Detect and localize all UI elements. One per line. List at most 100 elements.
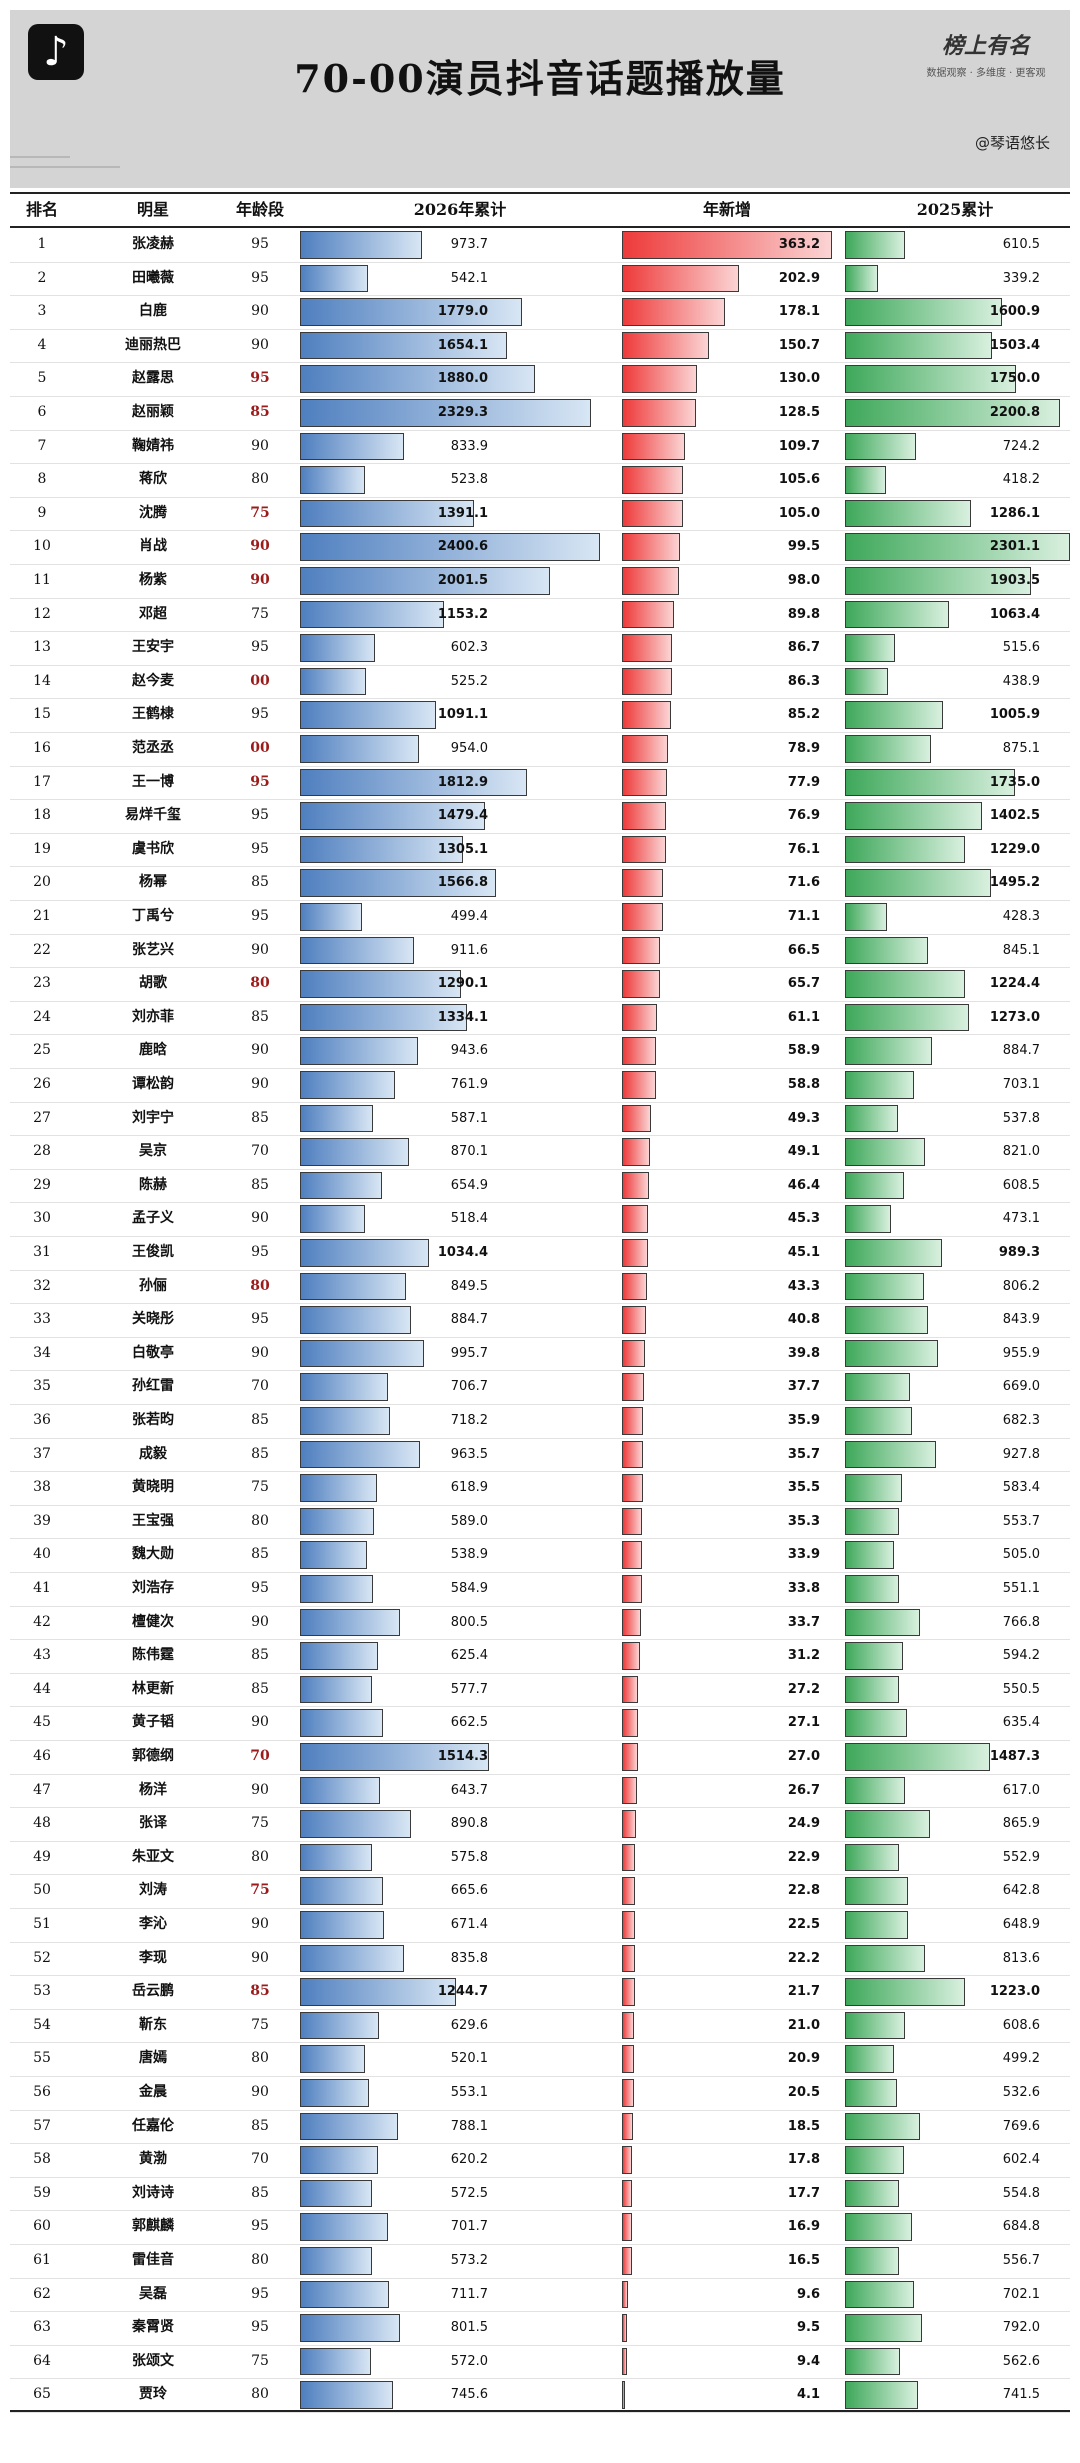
value-2025-total: 608.6 [1002, 2017, 1040, 2033]
value-2026-total: 602.3 [450, 640, 488, 656]
table-row: 21 丁禹兮 95 499.4 71.1 428.3 [10, 900, 1070, 935]
age-group-cell: 70 [250, 1748, 270, 1764]
bar-2026-total [300, 2179, 372, 2208]
table-row: 8 蒋欣 80 523.8 105.6 418.2 [10, 463, 1070, 498]
value-annual-new: 71.6 [787, 875, 820, 891]
star-name-cell: 黄晓明 [132, 1479, 174, 1496]
table-row: 34 白敬亭 90 995.7 39.8 955.9 [10, 1337, 1070, 1372]
value-annual-new: 24.9 [787, 1816, 820, 1832]
star-name-cell: 王俊凯 [132, 1244, 174, 1260]
value-2026-total: 572.5 [450, 2185, 488, 2201]
value-annual-new: 109.7 [778, 438, 820, 454]
bar-2025-total [845, 1810, 930, 1838]
value-2026-total: 499.4 [450, 909, 488, 924]
table-row: 51 李沁 90 671.4 22.5 648.9 [10, 1908, 1070, 1943]
rank-cell: 8 [37, 471, 47, 488]
bar-2025-total [845, 1978, 965, 2006]
star-name-cell: 刘浩存 [132, 1580, 174, 1596]
value-2025-total: 635.4 [1002, 1715, 1040, 1731]
value-annual-new: 20.9 [787, 2051, 820, 2067]
bar-2026-total [300, 1675, 373, 1704]
table-row: 6 赵丽颖 85 2329.3 128.5 2200.8 [10, 396, 1070, 431]
bar-2025-total [845, 768, 1015, 797]
age-group-cell: 75 [250, 1882, 270, 1899]
value-annual-new: 66.5 [787, 942, 820, 958]
bar-2026-total [300, 970, 462, 998]
value-2025-total: 821.0 [1002, 1144, 1040, 1160]
rank-cell: 45 [33, 1714, 51, 1731]
value-2026-total: 625.4 [450, 1648, 488, 1664]
bar-annual-new [622, 1642, 641, 1670]
star-name-cell: 陈伟霆 [132, 1647, 174, 1664]
value-annual-new: 22.2 [787, 1950, 820, 1966]
rank-cell: 52 [33, 1949, 51, 1966]
value-2026-total: 1244.7 [437, 1984, 488, 2000]
bar-annual-new [622, 1877, 636, 1905]
bar-2025-total [845, 1843, 900, 1872]
star-name-cell: 刘亦菲 [132, 1008, 174, 1025]
bar-2025-total [845, 298, 1002, 326]
brand-logo: 榜上有名 数据观察 · 多维度 · 更客观 [916, 28, 1056, 79]
bar-2026-total [300, 1608, 401, 1637]
value-2026-total: 572.0 [450, 2353, 488, 2369]
star-name-cell: 刘诗诗 [132, 2184, 174, 2201]
table-row: 32 孙俪 80 849.5 43.3 806.2 [10, 1270, 1070, 1305]
table-row: 40 魏大勋 85 538.9 33.9 505.0 [10, 1538, 1070, 1573]
value-2025-total: 989.3 [998, 1245, 1040, 1260]
star-name-cell: 郭德纲 [132, 1748, 174, 1764]
header-rule [10, 166, 120, 168]
bar-2025-total [845, 2347, 900, 2376]
value-2026-total: 761.9 [450, 1077, 488, 1092]
bar-2025-total [845, 1675, 899, 1704]
age-group-cell: 90 [251, 1344, 269, 1361]
rank-cell: 32 [33, 1277, 51, 1294]
bar-2026-total [300, 1642, 379, 1670]
bar-2026-total [300, 869, 496, 897]
bar-annual-new [622, 264, 740, 293]
value-annual-new: 33.7 [787, 1614, 820, 1630]
value-annual-new: 16.5 [787, 2253, 820, 2268]
value-annual-new: 17.7 [787, 2185, 820, 2201]
table-row: 27 刘宇宁 85 587.1 49.3 537.8 [10, 1102, 1070, 1137]
age-group-cell: 00 [250, 672, 270, 689]
value-2026-total: 589.0 [450, 1513, 488, 1529]
bar-2025-total [845, 2146, 904, 2174]
bar-annual-new [622, 2011, 635, 2040]
bar-2026-total [300, 903, 363, 931]
bar-2025-total [845, 567, 1032, 595]
age-group-cell: 95 [250, 773, 270, 790]
star-name-cell: 王宝强 [132, 1512, 174, 1529]
rank-cell: 36 [33, 1412, 51, 1428]
rank-cell: 11 [33, 572, 51, 588]
rank-cell: 31 [33, 1244, 51, 1260]
table-row: 18 易烊千玺 95 1479.4 76.9 1402.5 [10, 799, 1070, 834]
star-name-cell: 迪丽热巴 [125, 336, 181, 353]
bar-annual-new [622, 1474, 643, 1502]
value-2025-total: 556.7 [1002, 2253, 1040, 2268]
value-annual-new: 105.6 [778, 472, 820, 488]
value-2025-total: 339.2 [1002, 270, 1040, 286]
value-2026-total: 835.8 [450, 1950, 488, 1966]
star-name-cell: 赵今麦 [132, 672, 174, 689]
rank-cell: 64 [33, 2352, 51, 2369]
rank-cell: 58 [33, 2151, 51, 2168]
bar-2026-total [300, 667, 366, 696]
star-name-cell: 范丞丞 [132, 740, 174, 756]
star-name-cell: 虞书欣 [132, 840, 174, 857]
rank-cell: 13 [33, 639, 51, 656]
header-rule [10, 156, 70, 158]
age-group-cell: 80 [250, 975, 270, 992]
value-annual-new: 76.9 [787, 808, 820, 824]
value-2025-total: 428.3 [1002, 909, 1040, 924]
table-row: 29 陈赫 85 654.9 46.4 608.5 [10, 1169, 1070, 1204]
value-2025-total: 1503.4 [989, 337, 1040, 353]
bar-annual-new [622, 835, 666, 864]
bar-2026-total [300, 2347, 372, 2376]
age-group-cell: 85 [251, 1680, 269, 1697]
value-annual-new: 85.2 [787, 707, 820, 723]
value-2025-total: 1903.5 [989, 573, 1040, 588]
bar-2026-total [300, 499, 474, 528]
rank-cell: 51 [33, 1916, 51, 1932]
bar-2026-total [300, 735, 420, 763]
value-annual-new: 27.1 [787, 1715, 820, 1731]
